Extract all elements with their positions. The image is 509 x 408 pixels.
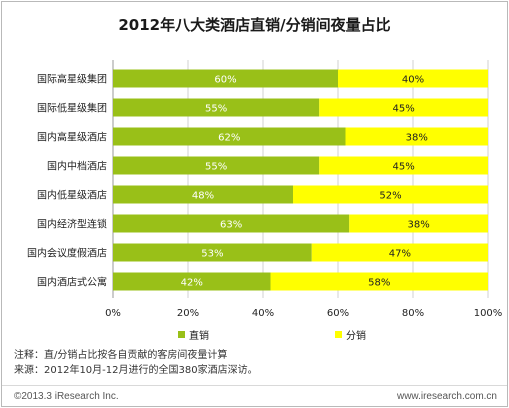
- chart-title: 2012年八大类酒店直销/分销间夜量占比: [118, 16, 391, 34]
- bar-distribution: [338, 69, 488, 88]
- category-label: 国际高星级集团: [37, 73, 107, 86]
- bar-distribution: [311, 243, 488, 262]
- bar-distribution: [270, 272, 488, 291]
- category-label: 国内高星级酒店: [37, 131, 107, 144]
- bar-distribution: [345, 127, 488, 146]
- x-tick-label: 100%: [474, 308, 503, 319]
- data-label: 42%: [181, 278, 203, 289]
- data-label: 47%: [389, 249, 411, 260]
- x-tick-label: 40%: [252, 308, 274, 319]
- bar-direct: [113, 272, 271, 291]
- category-label: 国内经济型连锁: [37, 218, 107, 231]
- legend-label-distribution: 分销: [346, 331, 366, 342]
- chart-notes: 注释：直/分销占比按各自贡献的客房间夜量计算 来源：2012年10月-12月进行…: [14, 348, 258, 378]
- x-tick-label: 20%: [177, 308, 199, 319]
- stacked-bar-chart: 60% 40% 55% 45% 62% 38% 55% 45% 48% 52% 63% 38% 53% 4…: [27, 60, 502, 319]
- data-label: 48%: [192, 191, 214, 202]
- note-line: 注释：直/分销占比按各自贡献的客房间夜量计算: [14, 350, 228, 361]
- data-label: 38%: [408, 220, 430, 231]
- legend-swatch-distribution: [335, 331, 342, 338]
- footer-divider: [2, 385, 507, 386]
- grid-layer: [112, 60, 489, 298]
- bar-direct: [113, 243, 312, 262]
- footer: ©2013.3 iResearch Inc. www.iresearch.com…: [2, 387, 507, 405]
- x-tick-label: 0%: [105, 308, 121, 319]
- bar-direct: [113, 214, 350, 233]
- legend-item-direct: 直销: [178, 327, 209, 342]
- x-tick-label: 60%: [327, 308, 349, 319]
- bar-distribution: [319, 98, 488, 117]
- data-label: 55%: [205, 162, 227, 173]
- data-label: 52%: [379, 191, 401, 202]
- bar-direct: [113, 156, 320, 175]
- data-label: 53%: [201, 249, 223, 260]
- bar-distribution: [349, 214, 488, 233]
- data-label: 45%: [393, 162, 415, 173]
- category-label: 国内酒店式公寓: [37, 276, 107, 289]
- bar-distribution: [319, 156, 488, 175]
- bar-direct: [113, 69, 338, 88]
- legend-label-direct: 直销: [189, 331, 209, 342]
- x-tick-label: 80%: [402, 308, 424, 319]
- data-label: 63%: [220, 220, 242, 231]
- data-label: 45%: [393, 104, 415, 115]
- category-label: 国内会议度假酒店: [27, 247, 107, 260]
- bar-direct: [113, 98, 320, 117]
- bar-direct: [113, 185, 293, 204]
- copyright-text: ©2013.3 iResearch Inc.: [14, 391, 119, 402]
- category-label: 国内低星级酒店: [37, 189, 107, 202]
- bar-direct: [113, 127, 346, 146]
- category-labels: 国际高星级集团国际低星级集团国内高星级酒店国内中档酒店国内低星级酒店国内经济型连…: [27, 73, 107, 289]
- x-tick-labels: 0% 20% 40% 60% 80% 100%: [105, 308, 502, 319]
- data-label: 55%: [205, 104, 227, 115]
- data-label: 40%: [402, 75, 424, 86]
- data-label: 60%: [214, 75, 236, 86]
- data-label: 38%: [406, 133, 428, 144]
- website-link[interactable]: www.iresearch.com.cn: [396, 391, 497, 402]
- legend-swatch-direct: [178, 331, 185, 338]
- data-label: 58%: [368, 278, 390, 289]
- category-label: 国内中档酒店: [47, 160, 107, 173]
- bar-distribution: [293, 185, 488, 204]
- category-label: 国际低星级集团: [37, 102, 107, 115]
- data-label: 62%: [218, 133, 240, 144]
- legend-item-distribution: 分销: [335, 327, 366, 342]
- bars-layer: 60% 40% 55% 45% 62% 38% 55% 45% 48% 52% 63% 38% 53% 4…: [113, 69, 488, 291]
- source-line: 来源：2012年10月-12月进行的全国380家酒店深访。: [14, 365, 258, 376]
